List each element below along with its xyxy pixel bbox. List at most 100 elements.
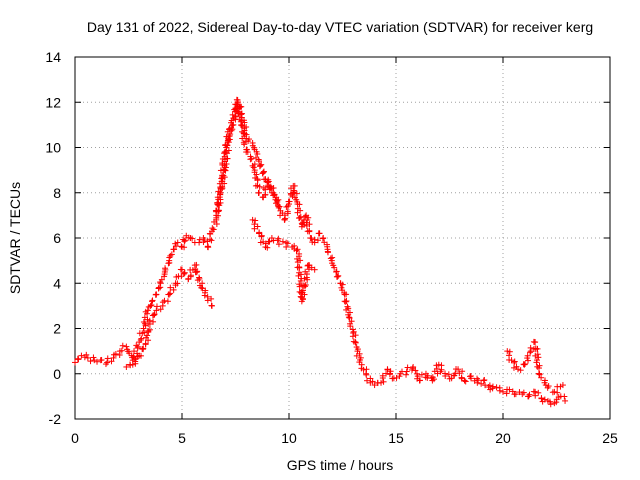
- trace-mark-main: [418, 371, 425, 378]
- trace-mark-main: [532, 392, 539, 399]
- trace-mark-late-spikes: [527, 344, 534, 351]
- data-point-late-spikes: [508, 357, 515, 364]
- trace-mark-main: [74, 355, 81, 362]
- trace-mark-main: [168, 251, 175, 258]
- trace-mark-main: [478, 380, 485, 387]
- x-tick-label: 0: [71, 430, 79, 446]
- trace-mark-upper-ridge: [246, 136, 253, 143]
- trace-mark-lower-branch: [140, 345, 147, 352]
- trace-mark-upper-ridge: [217, 196, 224, 203]
- trace-mark-main: [172, 240, 179, 247]
- trace-mark-lower-branch: [170, 286, 177, 293]
- trace-mark-main: [445, 371, 452, 378]
- trace-mark-lower-branch: [196, 274, 203, 281]
- trace-mark-mid-drops: [291, 242, 298, 249]
- trace-mark-lower-branch: [167, 284, 174, 291]
- trace-mark-late-spikes: [542, 377, 549, 384]
- data-point-main: [403, 368, 410, 375]
- data-point-mid-drops: [311, 266, 318, 273]
- data-point-main: [333, 268, 340, 275]
- trace-mark-main: [306, 228, 313, 235]
- trace-mark-main: [347, 320, 354, 327]
- trace-mark-main: [311, 236, 318, 243]
- trace-mark-main: [209, 225, 216, 232]
- trace-mark-upper-ridge: [212, 207, 219, 214]
- trace-mark-main: [520, 389, 527, 396]
- trace-mark-main: [181, 244, 188, 251]
- trace-mark-main: [83, 351, 90, 358]
- grid-lines: [75, 57, 610, 419]
- data-point-main: [474, 379, 481, 386]
- trace-mark-main: [462, 378, 469, 385]
- trace-mark-mid-drops: [295, 272, 302, 279]
- data-point-late-spikes: [521, 361, 528, 368]
- trace-mark-main: [247, 156, 254, 163]
- trace-mark-main: [213, 221, 220, 228]
- trace-mark-late-spikes: [530, 338, 537, 345]
- trace-mark-upper-ridge: [227, 131, 234, 138]
- data-point-main: [345, 314, 352, 321]
- trace-mark-main: [526, 391, 533, 398]
- axis-ticks: 0 5 10 15 20 25 -2 0 2 4 6 8 10 12 14: [45, 49, 618, 446]
- trace-mark-main: [158, 276, 165, 283]
- trace-mark-mid-drops: [294, 255, 301, 262]
- trace-mark-main: [319, 235, 326, 242]
- trace-mark-main: [438, 366, 445, 373]
- trace-mark-main: [386, 371, 393, 378]
- trace-mark-late-spikes: [534, 363, 541, 370]
- trace-mark-upper-ridge: [219, 161, 226, 168]
- trace-mark-lower-branch: [151, 311, 158, 318]
- data-point-main: [307, 235, 314, 241]
- trace-mark-main: [240, 139, 247, 146]
- data-point-main: [256, 189, 263, 196]
- trace-mark-upper-ridge: [216, 180, 223, 187]
- trace-mark-main: [403, 371, 410, 378]
- trace-mark-late-spikes: [554, 389, 561, 396]
- trace-mark-mid-drops: [275, 235, 282, 242]
- y-tick-label: 8: [53, 185, 61, 201]
- trace-mark-main: [335, 272, 342, 279]
- x-tick-label: 15: [388, 430, 404, 446]
- data-point-main: [174, 239, 181, 246]
- trace-mark-main: [140, 319, 147, 326]
- data-marks: [72, 96, 569, 408]
- data-point-main: [378, 379, 385, 386]
- trace-mark-main: [475, 377, 482, 384]
- trace-mark-main: [296, 201, 303, 208]
- data-point-late-spikes: [551, 388, 558, 395]
- trace-mark-main: [343, 291, 350, 298]
- trace-mark-lower-branch: [208, 295, 215, 302]
- trace-mark-upper-ridge: [264, 179, 271, 186]
- data-point-mid-drops: [294, 246, 301, 253]
- trace-mark-main: [360, 366, 367, 373]
- trace-mark-mid-drops: [266, 238, 273, 245]
- trace-mark-main: [281, 212, 288, 219]
- trace-mark-lower-branch: [201, 289, 208, 296]
- trace-mark-main: [468, 375, 475, 382]
- trace-mark-main: [329, 260, 336, 267]
- trace-mark-main: [356, 350, 363, 357]
- trace-mark-main: [149, 297, 156, 304]
- data-point-main: [384, 366, 391, 373]
- trace-mark-lower-branch: [164, 298, 171, 305]
- trace-mark-lower-branch: [194, 277, 201, 284]
- trace-mark-main: [417, 377, 424, 384]
- trace-mark-main: [333, 268, 340, 275]
- trace-mark-late-spikes: [545, 383, 552, 390]
- trace-mark-main: [302, 213, 309, 220]
- trace-mark-mid-drops: [299, 289, 306, 296]
- trace-mark-main: [201, 237, 208, 244]
- chart-title: Day 131 of 2022, Sidereal Day-to-day VTE…: [87, 19, 593, 35]
- trace-mark-main: [459, 368, 466, 375]
- trace-mark-late-spikes: [536, 371, 543, 378]
- trace-mark-main: [352, 339, 359, 346]
- x-tick-label: 5: [178, 430, 186, 446]
- trace-mark-late-spikes: [522, 360, 529, 367]
- trace-mark-upper-ridge: [238, 111, 245, 118]
- trace-mark-main: [137, 336, 144, 343]
- trace-mark-main: [553, 399, 560, 406]
- trace-mark-mid-drops: [302, 283, 309, 290]
- trace-mark-upper-ridge: [237, 104, 244, 111]
- trace-mark-main: [112, 350, 119, 357]
